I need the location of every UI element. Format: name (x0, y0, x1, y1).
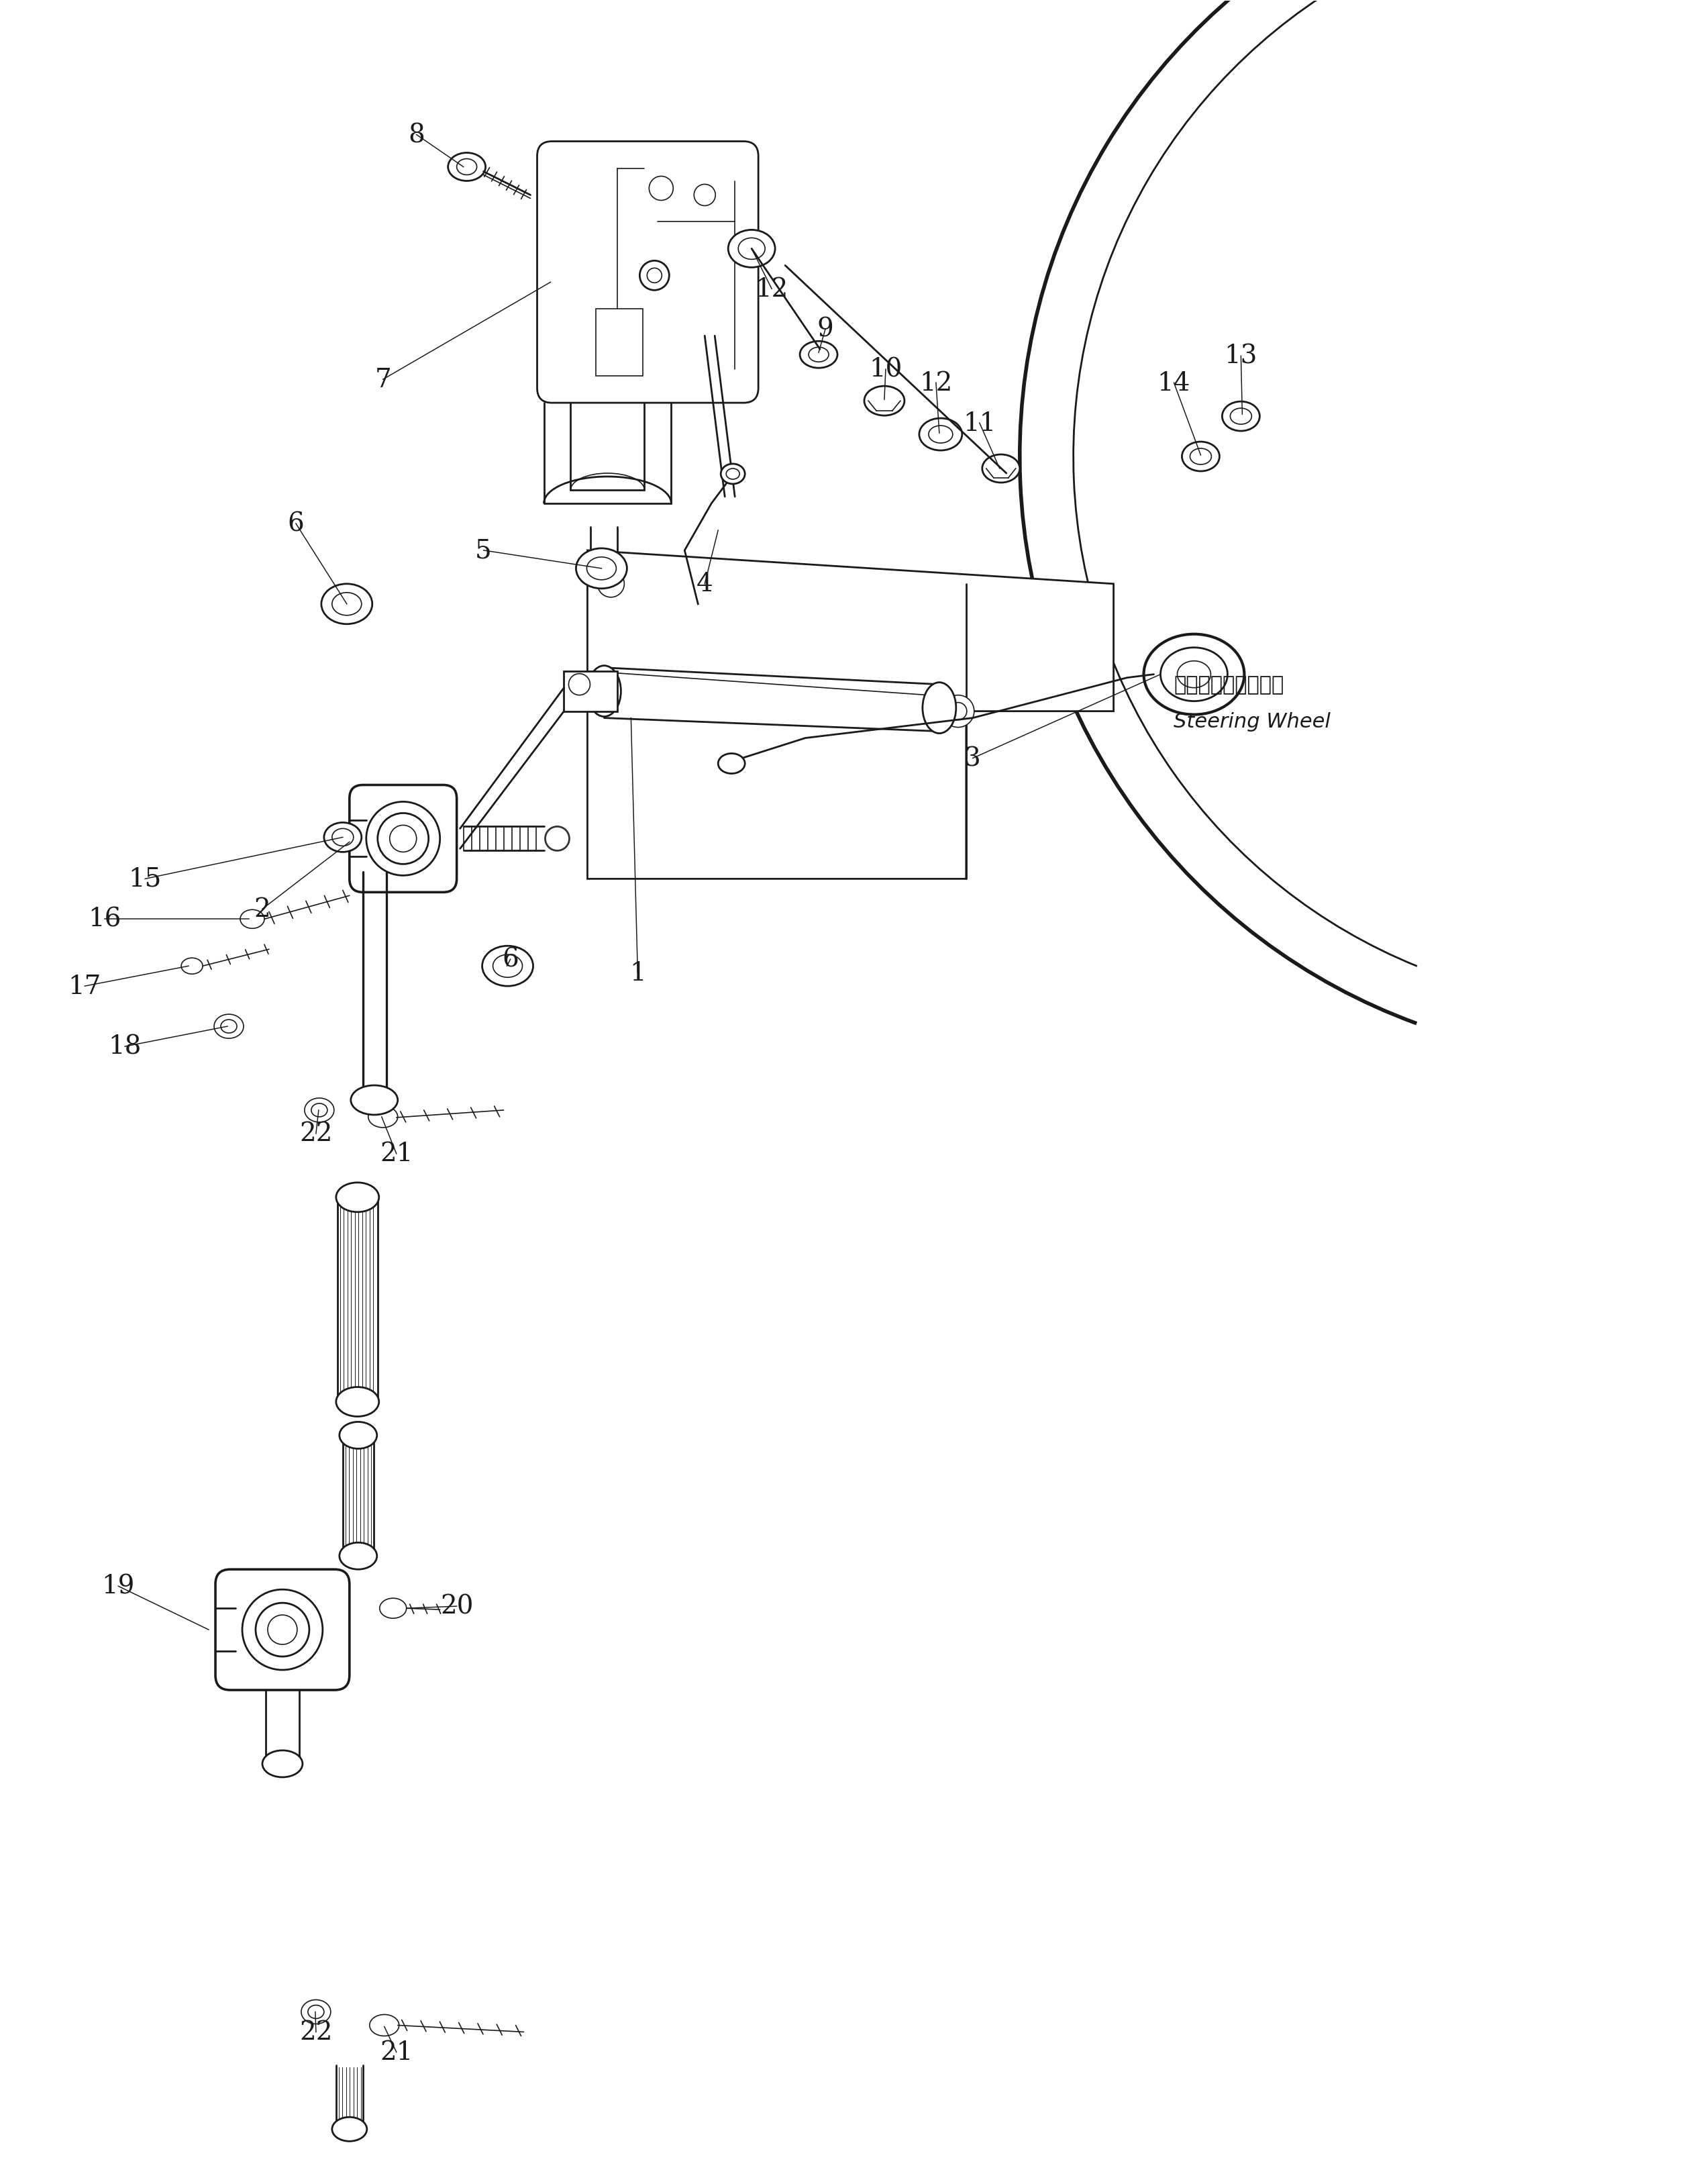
Text: 22: 22 (300, 1120, 332, 1147)
Ellipse shape (312, 1103, 327, 1118)
Ellipse shape (923, 684, 955, 734)
Text: Steering Wheel: Steering Wheel (1173, 712, 1330, 732)
Text: 19: 19 (102, 1575, 135, 1599)
Ellipse shape (242, 1590, 322, 1671)
Ellipse shape (240, 911, 264, 928)
Ellipse shape (1190, 450, 1211, 465)
Ellipse shape (378, 812, 429, 865)
Ellipse shape (308, 2005, 324, 2018)
Ellipse shape (339, 1422, 376, 1448)
Ellipse shape (863, 387, 904, 417)
Ellipse shape (695, 186, 715, 205)
Text: 2: 2 (254, 898, 271, 922)
Ellipse shape (332, 830, 354, 847)
Ellipse shape (598, 570, 625, 598)
Ellipse shape (949, 703, 967, 721)
Ellipse shape (339, 1542, 376, 1570)
Ellipse shape (928, 426, 952, 443)
Ellipse shape (729, 232, 775, 269)
Text: 6: 6 (502, 948, 519, 972)
Ellipse shape (1223, 402, 1260, 432)
Ellipse shape (588, 557, 616, 581)
Ellipse shape (800, 341, 838, 369)
Text: 12: 12 (754, 277, 788, 301)
Ellipse shape (215, 1016, 244, 1040)
Ellipse shape (809, 347, 829, 363)
Text: 16: 16 (89, 906, 121, 933)
Text: 17: 17 (68, 974, 100, 998)
Ellipse shape (482, 946, 533, 987)
Ellipse shape (576, 548, 627, 590)
Text: 21: 21 (380, 2040, 412, 2064)
Ellipse shape (181, 959, 203, 974)
FancyBboxPatch shape (349, 786, 456, 893)
Text: 8: 8 (409, 122, 424, 149)
Ellipse shape (221, 1020, 237, 1033)
Text: 6: 6 (288, 511, 305, 537)
Ellipse shape (725, 470, 739, 480)
Text: 22: 22 (300, 2020, 332, 2044)
Text: 5: 5 (475, 539, 492, 563)
Ellipse shape (719, 753, 744, 773)
Ellipse shape (351, 1085, 399, 1116)
Ellipse shape (370, 2014, 399, 2035)
Text: 15: 15 (128, 867, 162, 891)
Ellipse shape (1230, 408, 1252, 424)
Ellipse shape (647, 269, 662, 284)
Text: 12: 12 (920, 371, 952, 395)
Ellipse shape (335, 1387, 380, 1417)
Text: 4: 4 (697, 572, 714, 596)
Text: 21: 21 (380, 1142, 412, 1166)
Text: 14: 14 (1158, 371, 1190, 395)
Text: 11: 11 (962, 411, 996, 437)
Ellipse shape (335, 1184, 380, 1212)
Ellipse shape (942, 695, 974, 727)
Ellipse shape (368, 1107, 399, 1127)
Ellipse shape (332, 594, 361, 616)
Ellipse shape (720, 465, 744, 485)
Ellipse shape (1182, 441, 1219, 472)
Ellipse shape (390, 826, 417, 852)
Ellipse shape (322, 585, 373, 625)
Text: ステアリングホイル: ステアリングホイル (1173, 675, 1284, 695)
Ellipse shape (267, 1616, 298, 1645)
Ellipse shape (305, 1099, 334, 1123)
Ellipse shape (456, 159, 477, 175)
Ellipse shape (380, 1599, 407, 1618)
Text: 3: 3 (964, 747, 981, 771)
Ellipse shape (640, 262, 669, 290)
FancyBboxPatch shape (536, 142, 758, 404)
Ellipse shape (262, 1752, 303, 1778)
Text: 10: 10 (869, 358, 903, 382)
Ellipse shape (1160, 649, 1228, 701)
Text: 18: 18 (109, 1035, 141, 1059)
FancyBboxPatch shape (215, 1570, 349, 1690)
Ellipse shape (324, 823, 361, 852)
Text: 13: 13 (1224, 345, 1257, 369)
Text: 7: 7 (375, 367, 392, 393)
Text: 1: 1 (630, 961, 645, 985)
Ellipse shape (737, 238, 765, 260)
Ellipse shape (983, 454, 1020, 483)
Ellipse shape (301, 2001, 330, 2025)
Ellipse shape (588, 666, 622, 716)
Ellipse shape (332, 2116, 366, 2140)
Ellipse shape (255, 1603, 310, 1658)
Ellipse shape (1177, 662, 1211, 688)
Ellipse shape (1144, 636, 1245, 714)
Ellipse shape (920, 419, 962, 450)
Bar (596, 310, 644, 376)
Ellipse shape (448, 153, 485, 181)
Text: 20: 20 (439, 1594, 473, 1618)
Ellipse shape (569, 675, 591, 695)
Ellipse shape (649, 177, 673, 201)
Text: 9: 9 (817, 317, 834, 343)
Polygon shape (588, 550, 1114, 880)
Ellipse shape (492, 954, 523, 978)
Bar (564, 670, 618, 712)
Ellipse shape (366, 802, 439, 876)
